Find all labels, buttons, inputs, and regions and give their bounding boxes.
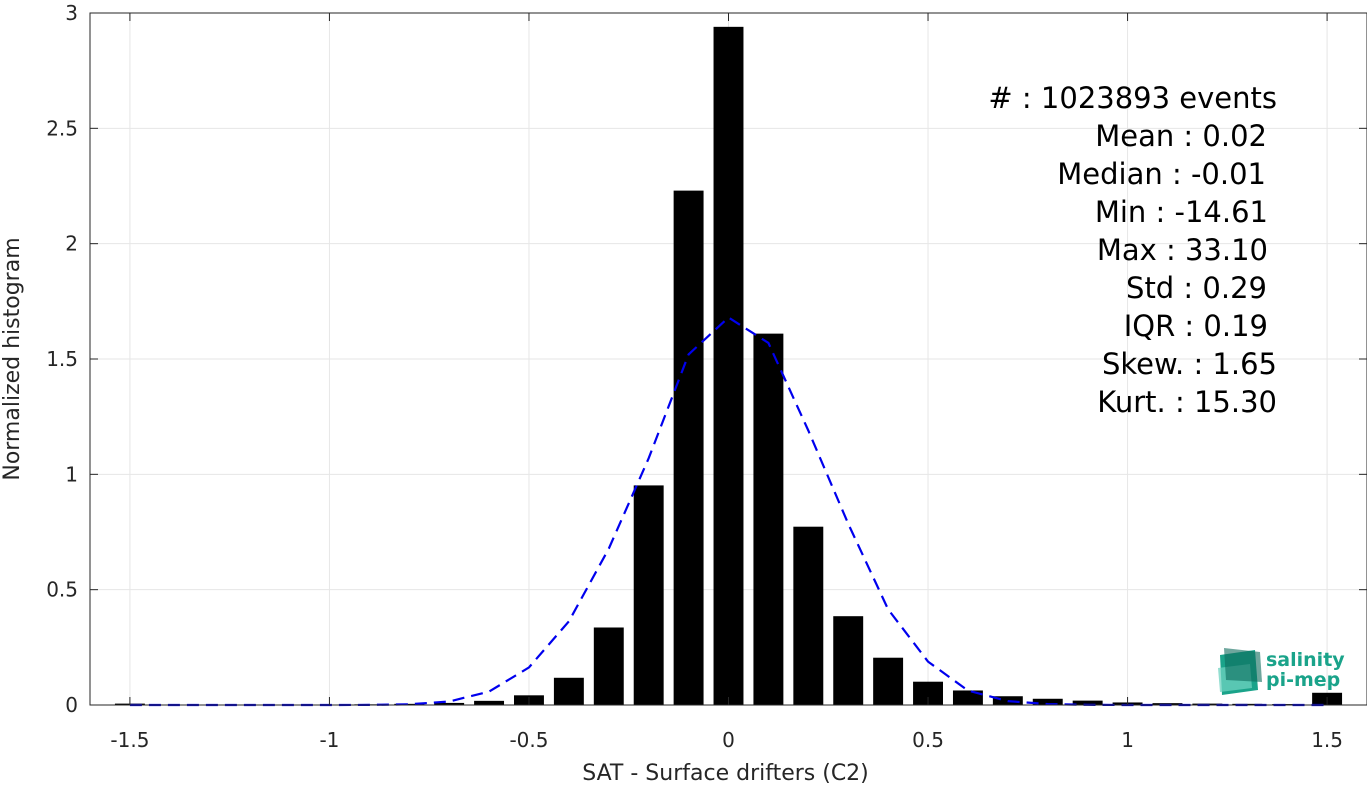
histogram-bar [434, 702, 465, 705]
x-axis-label: SAT - Surface drifters (C2) [582, 761, 869, 785]
stat-line: Skew. : 1.65 [1102, 347, 1277, 381]
histogram-bar [833, 616, 864, 705]
y-tick-label: 0 [65, 693, 78, 717]
histogram-bar [793, 526, 824, 705]
stat-line: Mean : 0.02 [1095, 119, 1267, 153]
y-tick-label: 1.5 [46, 347, 78, 371]
stat-line: Std : 0.29 [1126, 271, 1267, 305]
histogram-bar [633, 485, 664, 705]
histogram-bars [114, 26, 1343, 706]
histogram-bar [593, 627, 624, 705]
stat-line: IQR : 0.19 [1124, 309, 1268, 343]
histogram-bar [474, 700, 505, 705]
x-tick-label: -0.5 [509, 728, 548, 752]
histogram-bar [713, 26, 744, 705]
stat-line: Median : -0.01 [1057, 157, 1266, 191]
histogram-bar [1032, 698, 1063, 705]
stat-line: # : 1023893 events [988, 81, 1277, 115]
logo-text-salinity: salinity [1266, 649, 1345, 671]
x-tick-label: 0 [722, 728, 735, 752]
stat-line: Min : -14.61 [1095, 195, 1268, 229]
histogram-bar [753, 333, 784, 705]
salinity-pi-mep-logo: salinity pi-mep [1218, 648, 1345, 695]
histogram-bar [873, 657, 904, 705]
histogram-bar [952, 690, 983, 705]
wave-logo-icon [1218, 648, 1262, 695]
histogram-bar [913, 681, 943, 705]
y-tick-label: 2 [65, 232, 78, 256]
y-tick-label: 3 [65, 1, 78, 25]
logo-text-pi-mep: pi-mep [1266, 669, 1340, 691]
x-tick-label: 1 [1121, 728, 1134, 752]
y-axis-label: Normalized histogram [0, 237, 25, 480]
y-tick-label: 2.5 [46, 116, 78, 140]
y-tick-label: 0.5 [46, 578, 78, 602]
histogram-bar [1072, 700, 1103, 705]
histogram-bar [673, 190, 704, 705]
statistics-box: # : 1023893 events Mean : 0.02 Median : -0… [988, 81, 1277, 419]
histogram-bar [553, 677, 584, 705]
stat-line: Kurt. : 15.30 [1097, 385, 1277, 419]
x-tick-label: -1 [319, 728, 339, 752]
y-tick-label: 1 [65, 462, 78, 486]
axis-ticks: -1.5 -1 -0.5 0 0.5 1 1.5 0 0.5 1 1.5 2 2.5 3 [46, 1, 1367, 752]
stat-line: Max : 33.10 [1097, 233, 1268, 267]
x-tick-label: -1.5 [110, 728, 149, 752]
x-tick-label: 0.5 [912, 728, 944, 752]
histogram-bar [394, 703, 425, 705]
x-tick-label: 1.5 [1311, 728, 1343, 752]
